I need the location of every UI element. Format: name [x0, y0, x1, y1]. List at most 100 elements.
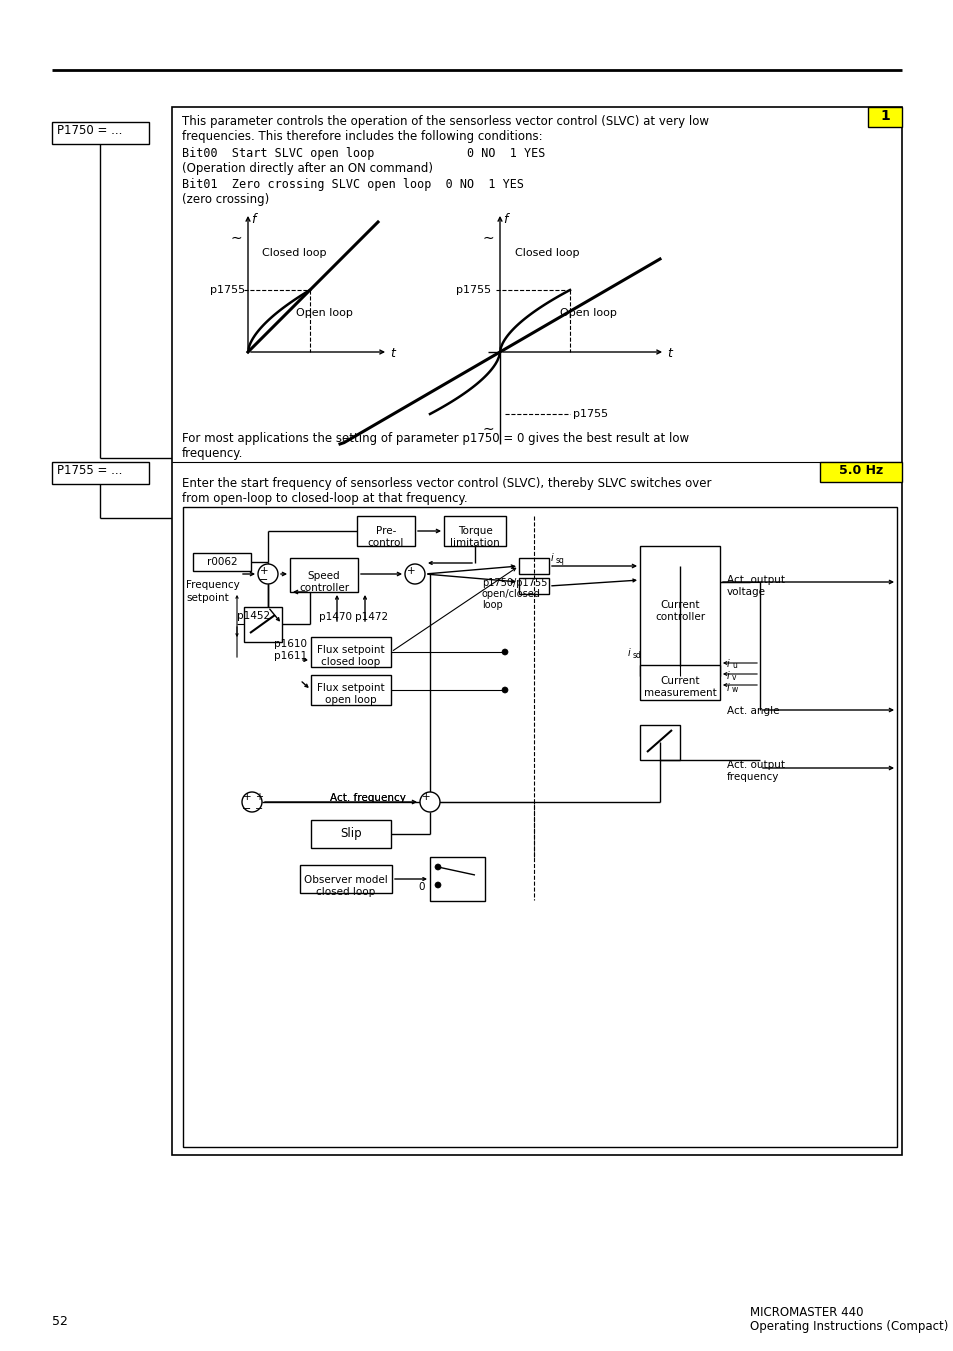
Text: frequency.: frequency.	[182, 447, 243, 459]
Text: Operating Instructions (Compact): Operating Instructions (Compact)	[749, 1320, 947, 1333]
Text: i: i	[726, 659, 729, 669]
Text: +: +	[421, 792, 430, 802]
Text: sd: sd	[633, 651, 641, 661]
Text: open/closed: open/closed	[481, 589, 540, 598]
Text: from open-loop to closed-loop at that frequency.: from open-loop to closed-loop at that fr…	[182, 492, 467, 505]
Text: ∼: ∼	[481, 231, 494, 245]
Text: Flux setpoint: Flux setpoint	[316, 684, 384, 693]
Text: Act. output: Act. output	[726, 761, 784, 770]
Text: f: f	[502, 213, 507, 226]
Text: p1755: p1755	[210, 285, 245, 295]
Text: v: v	[731, 673, 736, 682]
Bar	[430, 857, 484, 901]
Text: +: +	[254, 792, 263, 802]
Text: p1755: p1755	[456, 285, 491, 295]
Circle shape	[419, 792, 439, 812]
Text: This parameter controls the operation of the sensorless vector control (SLVC) at: This parameter controls the operation of…	[182, 115, 708, 128]
Bar	[356, 516, 415, 546]
Text: frequencies. This therefore includes the following conditions:: frequencies. This therefore includes the…	[182, 130, 542, 143]
Bar	[639, 665, 720, 700]
Text: −: −	[254, 804, 263, 815]
Text: p1750/p1755: p1750/p1755	[481, 578, 547, 588]
Bar	[290, 558, 357, 592]
Text: Current: Current	[659, 600, 699, 611]
Text: Open loop: Open loop	[559, 308, 617, 317]
Text: P1755 = ...: P1755 = ...	[57, 463, 122, 477]
Text: f: f	[251, 213, 255, 226]
Bar	[193, 553, 251, 571]
Bar	[518, 578, 548, 594]
Text: controller: controller	[298, 584, 349, 593]
Text: 0: 0	[417, 882, 424, 892]
Text: ∼: ∼	[230, 231, 241, 245]
Text: p1610: p1610	[274, 639, 307, 648]
Text: p1470: p1470	[318, 612, 352, 621]
Text: +: +	[406, 566, 415, 576]
Circle shape	[242, 792, 262, 812]
Text: i: i	[726, 684, 729, 693]
Text: ∼: ∼	[481, 422, 494, 436]
Text: Act. angle: Act. angle	[726, 707, 779, 716]
Circle shape	[435, 865, 440, 870]
Text: p1611: p1611	[274, 651, 307, 661]
Text: MICROMASTER 440: MICROMASTER 440	[749, 1306, 862, 1319]
Text: Bit01  Zero crossing SLVC open loop  0 NO  1 YES: Bit01 Zero crossing SLVC open loop 0 NO …	[182, 178, 523, 190]
Text: w: w	[731, 685, 738, 694]
Bar	[311, 638, 391, 667]
Bar	[52, 122, 149, 145]
Text: −: −	[259, 576, 269, 585]
Text: Current: Current	[659, 676, 699, 686]
Text: control: control	[368, 538, 404, 549]
Text: Pre-: Pre-	[375, 526, 395, 536]
Text: setpoint: setpoint	[186, 593, 229, 603]
Text: u: u	[731, 661, 736, 670]
Text: Act. frequency: Act. frequency	[330, 793, 405, 802]
Text: loop: loop	[481, 600, 502, 611]
Text: Bit00  Start SLVC open loop             0 NO  1 YES: Bit00 Start SLVC open loop 0 NO 1 YES	[182, 147, 545, 159]
Circle shape	[405, 563, 424, 584]
Text: +: +	[242, 792, 251, 802]
Bar	[639, 725, 679, 761]
Text: 5.0 Hz: 5.0 Hz	[838, 463, 882, 477]
Circle shape	[501, 688, 507, 693]
Text: Speed: Speed	[308, 571, 340, 581]
Text: Slip: Slip	[340, 827, 361, 839]
Text: Closed loop: Closed loop	[515, 249, 578, 258]
Text: Frequency: Frequency	[186, 580, 239, 590]
Text: sq: sq	[556, 557, 564, 565]
Text: p1452: p1452	[236, 611, 270, 621]
Text: (zero crossing): (zero crossing)	[182, 193, 269, 205]
Text: 52: 52	[52, 1315, 68, 1328]
Bar	[639, 546, 720, 676]
Text: Enter the start frequency of sensorless vector control (SLVC), thereby SLVC swit: Enter the start frequency of sensorless …	[182, 477, 711, 490]
Text: closed loop: closed loop	[316, 888, 375, 897]
Text: i: i	[726, 671, 729, 681]
Circle shape	[435, 882, 440, 888]
Text: Act. output: Act. output	[726, 576, 784, 585]
Bar	[244, 607, 282, 642]
Bar	[52, 462, 149, 484]
Text: 1: 1	[880, 109, 889, 123]
Bar	[518, 558, 548, 574]
Bar	[443, 516, 505, 546]
Text: t: t	[666, 347, 671, 359]
Bar	[172, 107, 901, 1155]
Text: Torque: Torque	[457, 526, 492, 536]
Text: open loop: open loop	[325, 694, 376, 705]
Text: Closed loop: Closed loop	[262, 249, 326, 258]
Text: voltage: voltage	[726, 586, 765, 597]
Bar	[299, 865, 392, 893]
Text: −: −	[242, 804, 252, 815]
Text: i: i	[627, 648, 630, 658]
Text: Open loop: Open loop	[295, 308, 353, 317]
Text: P1750 = ...: P1750 = ...	[57, 124, 122, 136]
Circle shape	[501, 648, 507, 655]
Text: Observer model: Observer model	[304, 875, 388, 885]
Text: r0062: r0062	[207, 557, 237, 567]
Text: limitation: limitation	[450, 538, 499, 549]
Text: closed loop: closed loop	[321, 657, 380, 667]
Text: Flux setpoint: Flux setpoint	[316, 644, 384, 655]
Text: p1755: p1755	[573, 409, 607, 419]
Bar	[183, 507, 896, 1147]
Circle shape	[257, 563, 277, 584]
